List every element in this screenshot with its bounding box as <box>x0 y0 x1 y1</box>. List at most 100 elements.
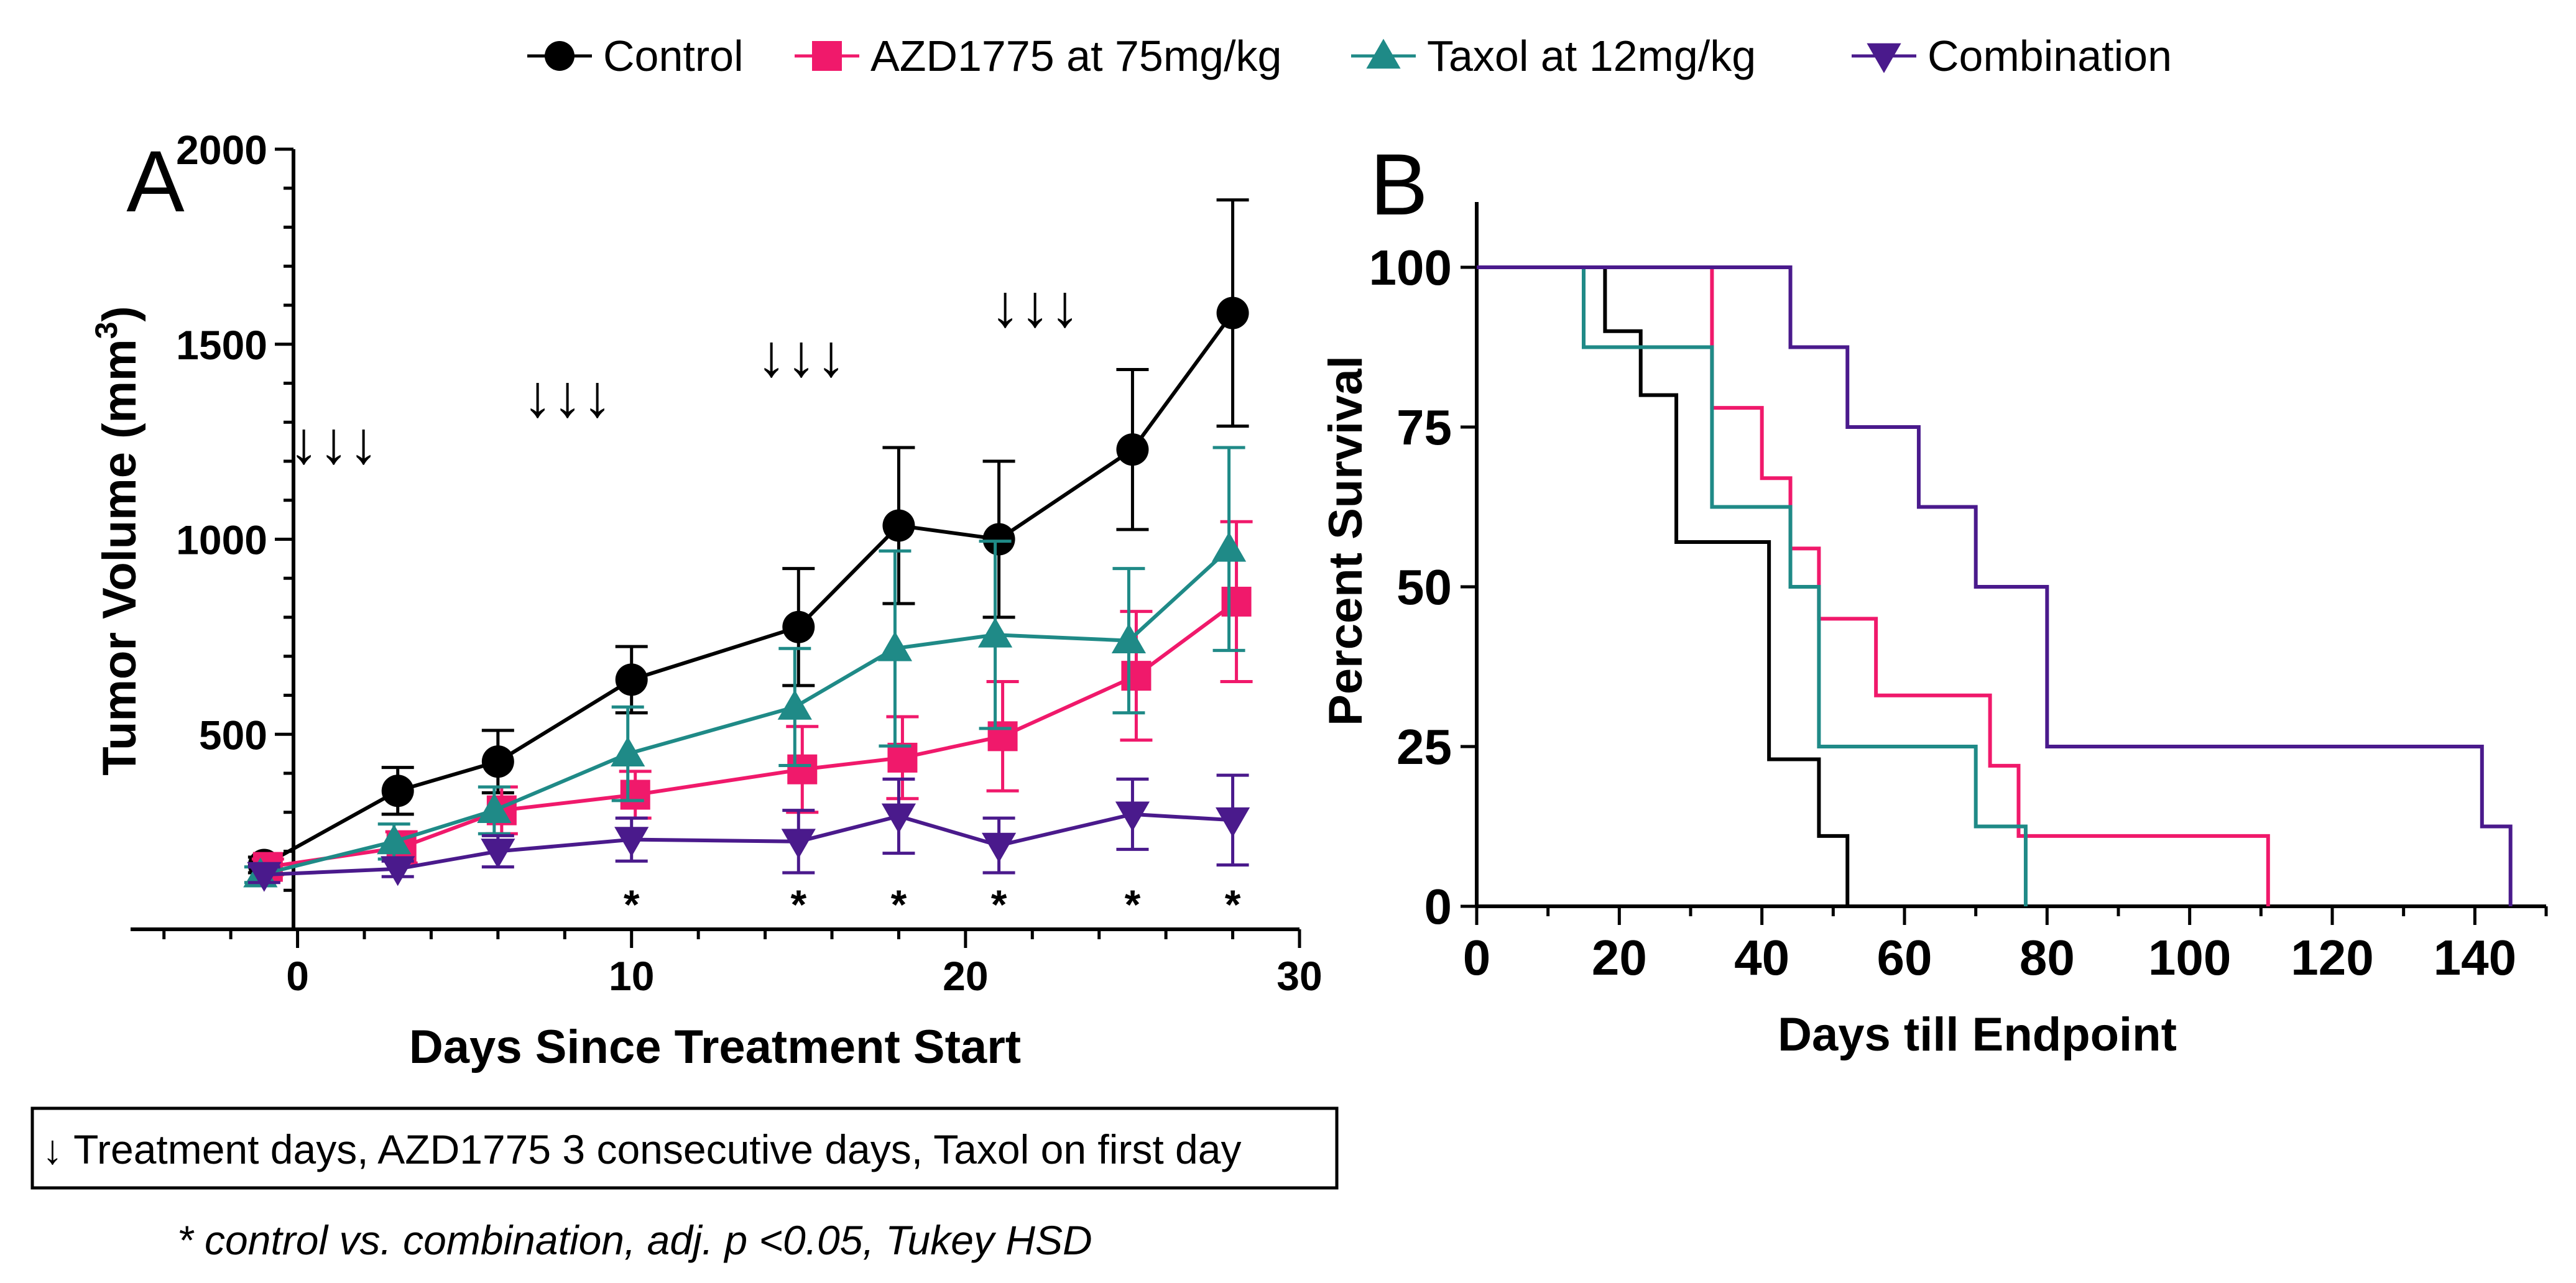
treatment-note-box <box>30 1106 1339 1190</box>
data-point <box>1215 807 1250 837</box>
treatment-arrow: ↓ <box>523 363 553 430</box>
data-point <box>781 829 816 859</box>
x-axis-label: Days till Endpoint <box>1778 1008 2177 1061</box>
significance-star: * <box>991 881 1007 927</box>
data-point <box>481 839 515 869</box>
treatment-arrow: ↓ <box>1020 273 1050 339</box>
data-point <box>977 617 1013 648</box>
legend-label: Combination <box>1927 32 2172 80</box>
treatment-arrow: ↓ <box>319 410 349 476</box>
data-point <box>381 775 414 807</box>
treatment-arrow: ↓ <box>289 410 319 476</box>
x-tick-label: 0 <box>1463 930 1491 985</box>
y-axis-label-main: Tumor Volume (mm <box>93 339 146 775</box>
data-point <box>615 663 648 696</box>
survival-curve-2 <box>1477 265 2270 906</box>
y-tick-label: 1000 <box>176 517 267 563</box>
treatment-arrow: ↓ <box>349 410 379 476</box>
legend-marker <box>545 41 575 71</box>
legend-entry: Combination <box>1852 32 2172 80</box>
treatment-arrow-group: ↓ ↓ ↓ <box>523 363 612 430</box>
x-tick-label: 80 <box>2020 930 2075 985</box>
data-point <box>481 745 514 778</box>
data-point <box>881 803 916 834</box>
treatment-arrow: ↓ <box>816 323 846 389</box>
data-point <box>782 610 815 643</box>
data-point <box>981 832 1017 863</box>
x-tick-label: 40 <box>1734 930 1789 985</box>
y-tick-label: 0 <box>1424 879 1452 934</box>
panel-b: B 0 25 50 75 100 0 20 40 60 80 100 120 140 Days till E… <box>1319 136 2548 1061</box>
significance-star: * <box>1125 881 1141 927</box>
y-tick-label: 25 <box>1396 719 1452 775</box>
y-tick-label: 1500 <box>176 322 267 368</box>
y-axis-label-sup: 3 <box>89 322 124 339</box>
data-point <box>987 721 1018 752</box>
panel-a: A 500 1000 1500 2000 0 10 20 30 Days Since Treatm… <box>89 127 1323 1074</box>
data-point <box>877 631 913 661</box>
treatment-arrow-group: ↓ ↓ ↓ <box>990 273 1080 339</box>
data-point <box>882 509 915 542</box>
legend-label: Taxol at 12mg/kg <box>1427 32 1756 80</box>
x-tick-label: 120 <box>2291 930 2373 985</box>
treatment-arrow: ↓ <box>583 363 612 430</box>
legend-marker <box>1867 43 1901 73</box>
treatment-arrow: ↓ <box>787 323 816 389</box>
data-point <box>1115 801 1150 832</box>
data-point <box>787 754 818 784</box>
legend-marker <box>812 41 842 71</box>
treatment-arrow: ↓ <box>990 273 1020 339</box>
x-axis-label: Days Since Treatment Start <box>409 1021 1021 1074</box>
footnotes: ↓ Treatment days, AZD1775 3 consecutive … <box>30 1106 1339 1263</box>
legend-label: AZD1775 at 75mg/kg <box>870 32 1281 80</box>
legend-marker <box>1366 39 1401 69</box>
x-tick-label: 30 <box>1276 953 1322 999</box>
data-point <box>1121 661 1152 691</box>
data-point <box>611 737 645 767</box>
data-point <box>777 689 812 720</box>
significance-star: * <box>1225 881 1241 927</box>
legend-entry: Control <box>527 32 744 80</box>
series-2 <box>251 520 1253 882</box>
data-point <box>477 793 512 824</box>
panel-label-a: A <box>126 132 185 230</box>
data-point <box>887 742 918 773</box>
data-point <box>1216 297 1249 329</box>
data-point <box>381 856 415 886</box>
treatment-arrow: ↓ <box>553 363 583 430</box>
data-point <box>614 827 649 857</box>
y-axis-label-end: ) <box>93 306 146 321</box>
legend-entry: Taxol at 12mg/kg <box>1351 32 1756 80</box>
panel-label-b: B <box>1370 136 1428 233</box>
y-tick-label: 50 <box>1396 559 1452 615</box>
data-point <box>1221 586 1252 617</box>
significance-star: * <box>790 881 806 927</box>
y-tick-label: 2000 <box>176 127 267 173</box>
y-tick-label: 500 <box>199 712 267 758</box>
data-point <box>377 824 412 855</box>
data-point <box>1116 433 1149 466</box>
survival-curve-3 <box>1477 265 2028 906</box>
treatment-arrow: ↓ <box>1050 273 1080 339</box>
treatment-note: ↓ Treatment days, AZD1775 3 consecutive … <box>42 1126 1241 1172</box>
x-tick-label: 20 <box>943 953 988 999</box>
legend-label: Control <box>603 32 744 80</box>
survival-curve-4 <box>1477 265 2513 906</box>
survival-curve-1 <box>1477 265 1850 906</box>
significance-star: * <box>624 881 640 927</box>
series-4 <box>247 773 1250 892</box>
x-tick-label: 140 <box>2434 930 2516 985</box>
legend: Control AZD1775 at 75mg/kg Taxol at 12mg/k… <box>527 32 2172 80</box>
data-point <box>620 779 650 810</box>
y-axis-label: Tumor Volume (mm3) <box>89 306 146 775</box>
y-tick-label: 100 <box>1369 240 1452 295</box>
treatment-arrow-group: ↓ ↓ ↓ <box>757 323 846 389</box>
y-axis-label: Percent Survival <box>1319 356 1372 726</box>
y-tick-label: 75 <box>1396 400 1452 455</box>
treatment-arrow-group: ↓ ↓ ↓ <box>289 410 379 476</box>
x-tick-label: 10 <box>609 953 654 999</box>
data-point <box>1211 531 1247 562</box>
treatment-arrow: ↓ <box>757 323 787 389</box>
